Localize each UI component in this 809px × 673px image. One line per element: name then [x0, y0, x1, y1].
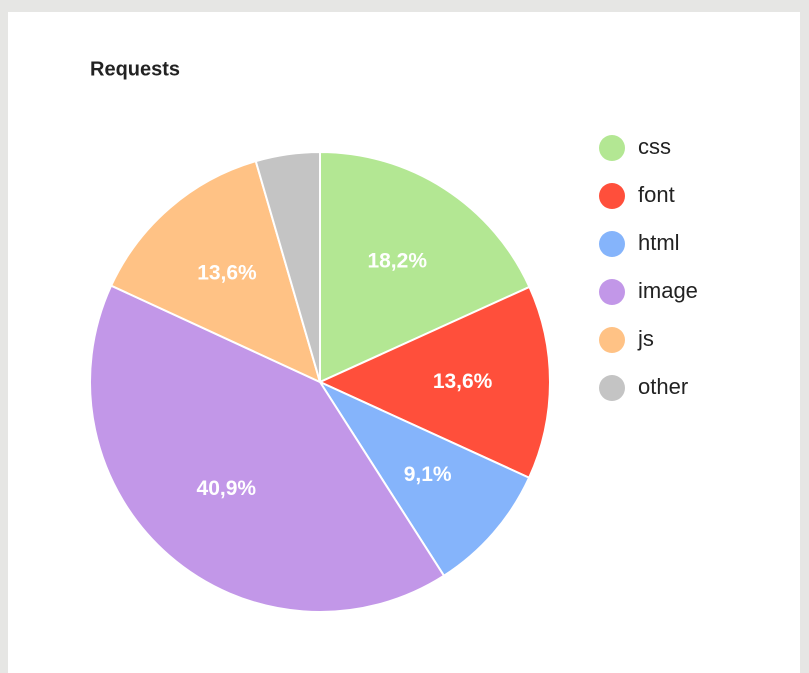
legend-swatch	[599, 279, 625, 305]
legend-label: font	[638, 182, 675, 207]
slice-label: 13,6%	[197, 261, 257, 284]
pie-slice	[109, 159, 322, 384]
pie-slice	[317, 379, 531, 578]
legend-swatch	[599, 327, 625, 353]
chart-title: Requests	[90, 58, 180, 80]
pie-slice	[89, 284, 446, 613]
legend-swatch	[599, 231, 625, 257]
legend-swatch	[599, 135, 625, 161]
legend-label: css	[638, 134, 671, 159]
slice-label: 40,9%	[197, 477, 257, 500]
slice-label: 18,2%	[367, 250, 427, 273]
pie-slice	[317, 285, 551, 480]
legend-label: image	[638, 278, 698, 303]
slice-label: 9,1%	[404, 463, 452, 486]
legend-label: other	[638, 374, 688, 399]
legend-swatch	[599, 183, 625, 209]
pie-slice	[254, 150, 321, 383]
pie-slice	[319, 150, 531, 384]
legend-swatch	[599, 375, 625, 401]
slice-label: 13,6%	[433, 370, 493, 393]
legend-label: html	[638, 230, 680, 255]
legend-label: js	[637, 326, 654, 351]
